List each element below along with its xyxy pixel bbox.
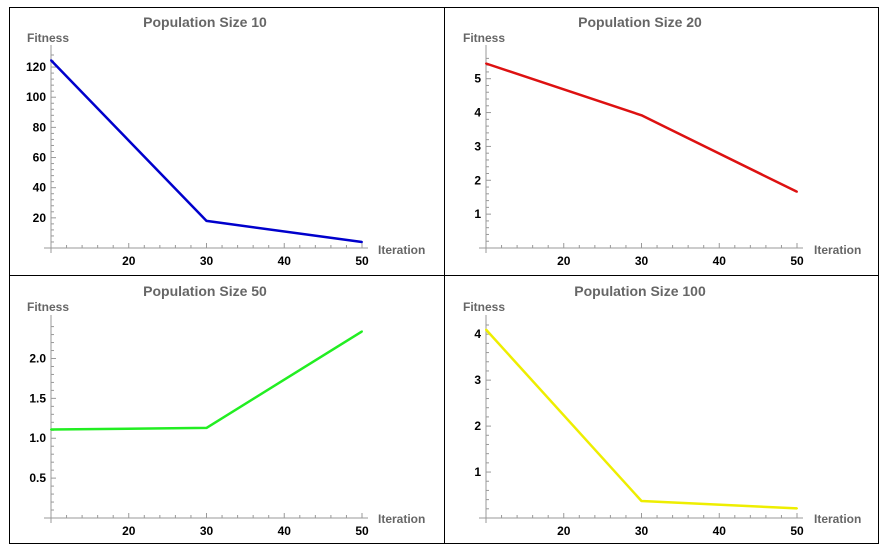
series-line — [485, 62, 798, 193]
data-point — [50, 59, 52, 62]
x-tick-label: 20 — [557, 254, 571, 268]
x-axis-label: Iteration — [378, 243, 425, 257]
y-tick-label: 4 — [474, 106, 481, 120]
data-point — [50, 428, 52, 431]
panel-population-size-100: Population Size 100 Fitness Iteration 20… — [444, 275, 879, 544]
series — [50, 330, 363, 431]
panel-population-size-10: Population Size 10 Fitness Iteration 20 3… — [9, 7, 445, 276]
data-point — [361, 330, 363, 333]
y-tick-label: 5 — [474, 72, 481, 86]
chart-title: Population Size 50 — [143, 283, 267, 299]
data-point — [485, 328, 487, 331]
x-tick-label: 50 — [355, 254, 369, 268]
y-tick-label: 4 — [474, 327, 481, 341]
data-point — [640, 114, 643, 117]
y-tick-label: 1 — [474, 207, 481, 221]
y-tick-label: 100 — [26, 90, 46, 104]
data-point — [796, 507, 798, 510]
panel-border — [444, 275, 879, 544]
series — [485, 62, 798, 193]
data-point — [205, 219, 208, 222]
axes: 20 30 40 50 0.5 1.0 1.5 2.0 — [29, 315, 369, 538]
data-point — [640, 499, 643, 502]
x-tick-label: 30 — [635, 524, 649, 538]
y-tick-label: 60 — [33, 151, 47, 165]
x-tick-label: 50 — [355, 524, 369, 538]
data-point — [205, 426, 208, 429]
chart-title: Population Size 10 — [143, 14, 267, 30]
data-point — [485, 62, 487, 65]
panel-border — [444, 7, 879, 276]
series-line — [485, 328, 798, 510]
y-tick-label: 1.5 — [29, 391, 46, 405]
panel-population-size-50: Population Size 50 Fitness Iteration 20 3… — [9, 275, 445, 544]
panel-population-size-20: Population Size 20 Fitness Iteration 20 3… — [444, 7, 879, 276]
axes: 20 30 40 50 1 2 3 4 — [474, 315, 804, 538]
series — [485, 328, 798, 510]
x-tick-label: 30 — [200, 254, 214, 268]
x-tick-label: 20 — [122, 254, 136, 268]
x-axis-label: Iteration — [378, 512, 425, 526]
x-tick-label: 40 — [278, 524, 292, 538]
y-axis-label: Fitness — [27, 31, 69, 45]
y-tick-label: 80 — [33, 120, 47, 134]
y-axis-label: Fitness — [463, 300, 505, 314]
y-tick-label: 2.0 — [29, 351, 46, 365]
series-line — [50, 330, 363, 431]
y-tick-label: 1.0 — [29, 431, 46, 445]
x-tick-label: 20 — [557, 524, 571, 538]
data-point — [796, 190, 798, 193]
y-tick-label: 2 — [474, 419, 481, 433]
y-tick-label: 20 — [33, 211, 47, 225]
y-axis-label: Fitness — [27, 300, 69, 314]
x-tick-label: 40 — [278, 254, 292, 268]
axes: 20 30 40 50 20 40 60 80 100 120 — [26, 45, 369, 268]
series-line — [50, 59, 363, 244]
y-tick-label: 120 — [26, 60, 46, 74]
y-tick-label: 40 — [33, 181, 47, 195]
y-tick-label: 0.5 — [29, 471, 46, 485]
data-point — [361, 240, 363, 243]
x-tick-label: 30 — [635, 254, 649, 268]
x-tick-label: 30 — [200, 524, 214, 538]
chart-title: Population Size 100 — [574, 283, 706, 299]
series — [50, 59, 363, 244]
chart-title: Population Size 20 — [578, 14, 702, 30]
y-axis-label: Fitness — [463, 31, 505, 45]
x-tick-label: 40 — [713, 254, 727, 268]
x-tick-label: 20 — [122, 524, 136, 538]
y-tick-label: 1 — [474, 465, 481, 479]
x-tick-label: 50 — [790, 524, 804, 538]
panel-border — [9, 275, 445, 544]
x-axis-label: Iteration — [814, 512, 861, 526]
x-tick-label: 40 — [713, 524, 727, 538]
x-tick-label: 50 — [790, 254, 804, 268]
axes: 20 30 40 50 1 2 3 4 5 — [474, 45, 804, 268]
y-tick-label: 2 — [474, 173, 481, 187]
panel-border — [9, 7, 445, 276]
y-tick-label: 3 — [474, 373, 481, 387]
y-tick-label: 3 — [474, 139, 481, 153]
x-axis-label: Iteration — [814, 243, 861, 257]
